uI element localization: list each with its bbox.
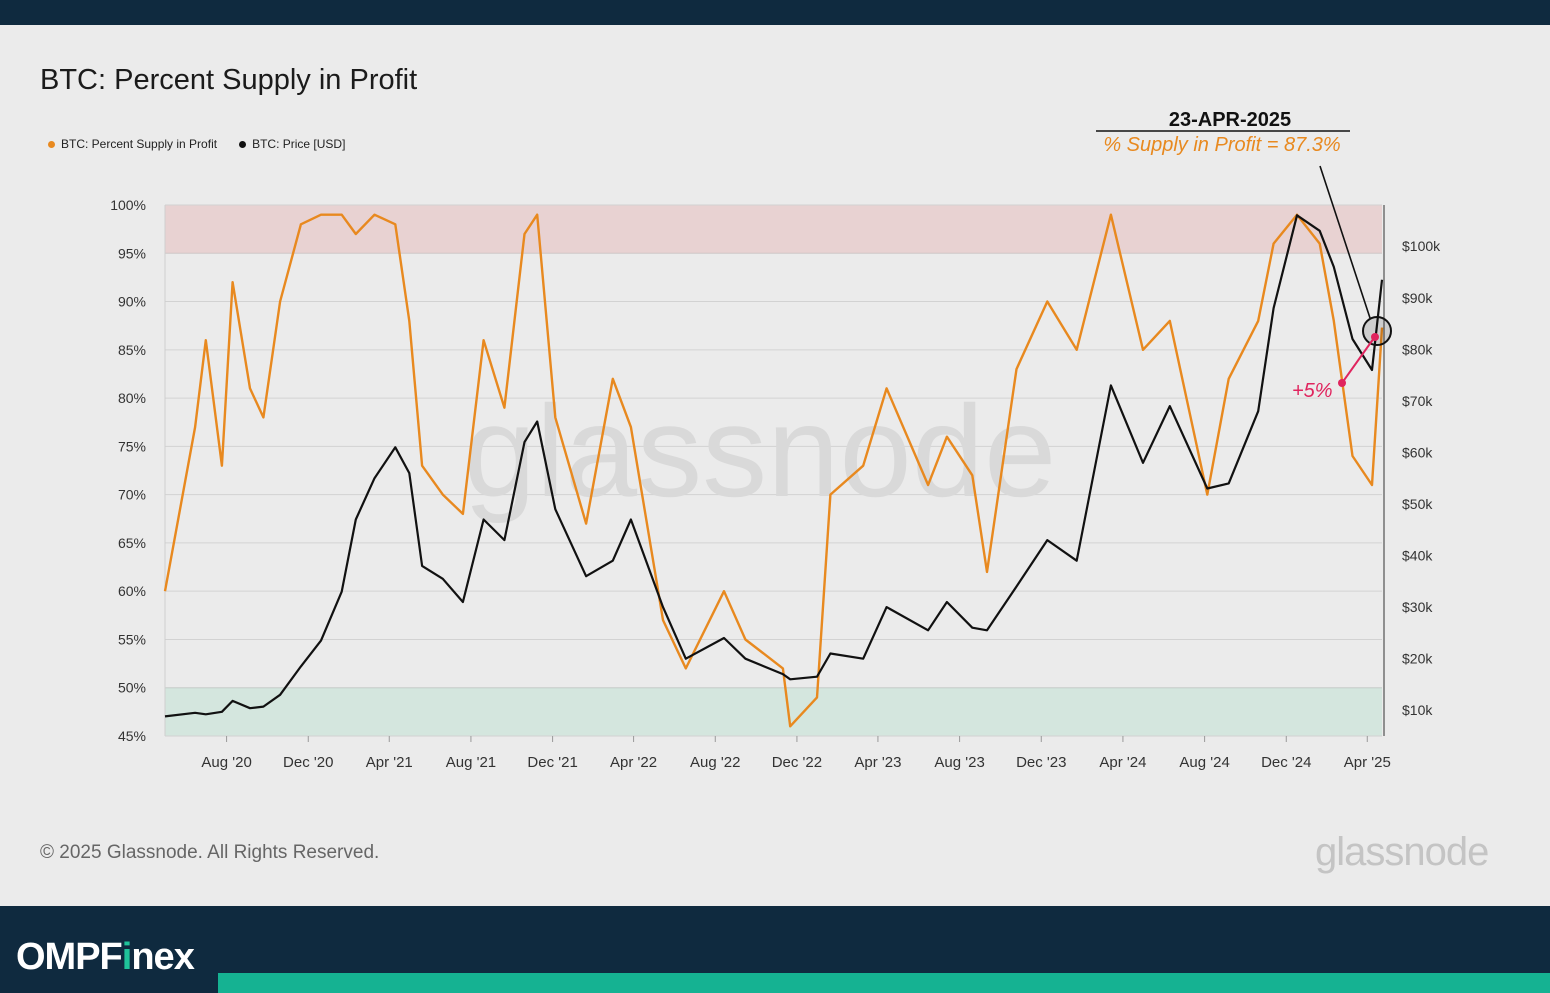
y-right-tick-label: $70k [1402,393,1433,409]
y-axis-left: 100% 95% 90% 85% 80% 75% 70% 65% 60% 55% 50% 45% [110,197,146,744]
threshold-bands [165,205,1382,736]
brand-i: i [121,936,133,978]
high-profit-band [165,205,1382,254]
annotation-circle [1362,316,1392,346]
change-label: +5% [1292,380,1333,402]
legend-label-supply-in-profit: BTC: Percent Supply in Profit [61,137,218,151]
x-tick-label: Dec '23 [1016,754,1066,771]
x-tick-label: Aug '21 [446,754,496,771]
annotation-value: % Supply in Profit = 87.3% [1103,134,1340,156]
y-right-tick-label: $50k [1402,496,1433,512]
x-tick-label: Dec '22 [772,754,822,771]
y-right-tick-label: $60k [1402,444,1433,460]
y-left-tick-label: 100% [110,197,146,213]
supply-in-profit-line [163,213,1384,728]
legend-label-price: BTC: Price [USD] [252,137,346,151]
y-right-tick-label: $100k [1402,238,1441,254]
y-right-tick-label: $10k [1402,702,1433,718]
annotation-date: 23-APR-2025 [1169,109,1291,131]
brand-suffix: nex [131,936,194,978]
change-arrow [1341,337,1375,384]
x-axis: Aug '20 Dec '20 Apr '21 Aug '21 Dec '21 Apr '… [164,205,1391,771]
copyright-text: © 2025 Glassnode. All Rights Reserved. [40,842,380,863]
x-tick-label: Dec '21 [527,754,577,771]
y-axis-right: $100k $90k $80k $70k $60k $50k $40k $30k $20k $10… [1383,205,1441,736]
x-tick-label: Aug '22 [690,754,740,771]
gridlines [165,204,1382,737]
y-left-tick-label: 75% [118,438,146,454]
top-bar [0,0,1550,25]
y-right-tick-label: $40k [1402,548,1433,564]
y-left-tick-label: 45% [118,728,146,744]
x-tick-label: Apr '25 [1344,754,1391,771]
low-profit-band [165,687,1382,736]
legend-dot-black [239,140,247,148]
brand-prefix: OMPF [16,936,123,978]
annotation-pointer [1319,165,1371,319]
x-tick-label: Dec '24 [1261,754,1311,771]
y-left-tick-label: 85% [118,342,146,358]
legend-item-supply-in-profit[interactable]: BTC: Percent Supply in Profit [48,137,217,151]
y-left-tick-label: 70% [118,487,146,503]
chart-title: BTC: Percent Supply in Profit [40,64,418,96]
ompfinex-logo: OMPFinex [16,936,195,979]
x-tick-label: Apr '24 [1099,754,1146,771]
change-end-dot [1371,333,1379,341]
y-left-tick-label: 55% [118,631,146,647]
y-left-tick-label: 90% [118,294,146,310]
y-left-tick-label: 65% [118,535,146,551]
y-right-tick-label: $80k [1402,341,1433,357]
legend-item-price[interactable]: BTC: Price [USD] [239,137,345,151]
y-left-tick-label: 50% [118,680,146,696]
y-left-tick-label: 80% [118,390,146,406]
annotations: 23-APR-2025 % Supply in Profit = 87.3% +5% [1096,109,1392,402]
y-right-tick-label: $90k [1402,290,1433,306]
y-right-tick-label: $20k [1402,651,1433,667]
glassnode-logo: glassnode [1315,830,1489,874]
legend-dot-orange [48,140,55,148]
x-tick-label: Apr '22 [610,754,657,771]
x-tick-label: Aug '23 [934,754,984,771]
accent-strip [218,973,1550,993]
series-lines [163,213,1384,728]
y-left-tick-label: 60% [118,583,146,599]
x-tick-label: Aug '20 [201,754,251,771]
x-tick-label: Aug '24 [1179,754,1229,771]
btc-price-line [164,214,1384,718]
chart-svg: glassnode 100%95%90%85%80%75%70%65%60%55… [110,109,1441,771]
x-tick-label: Dec '20 [283,754,333,771]
y-left-tick-label: 95% [118,245,146,261]
chart-panel [0,25,1550,906]
x-tick-label: Apr '21 [366,754,413,771]
chart-legend: BTC: Percent Supply in Profit BTC: Price… [48,137,345,151]
y-right-tick-label: $30k [1402,599,1433,615]
change-start-dot [1338,379,1346,387]
x-tick-label: Apr '23 [854,754,901,771]
